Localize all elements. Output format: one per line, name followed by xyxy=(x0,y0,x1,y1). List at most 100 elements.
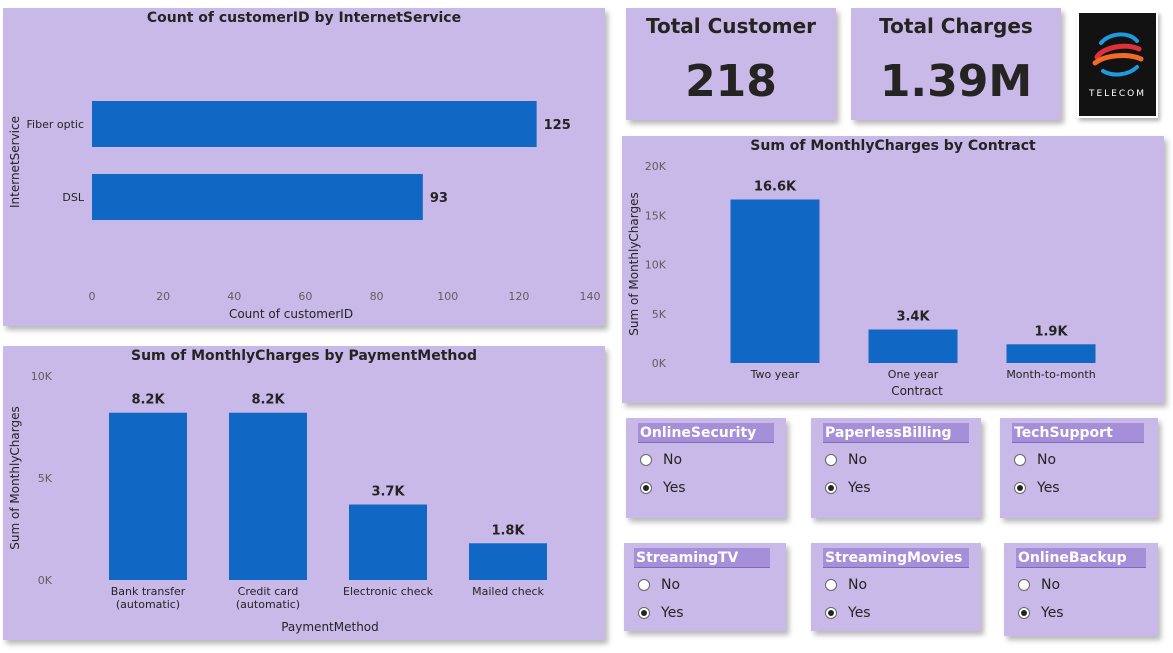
slicer-streaming-movies: StreamingMovies No Yes xyxy=(811,543,981,631)
category-label: Bank transfer xyxy=(111,585,186,598)
telecom-logo: TELECOM xyxy=(1077,11,1158,118)
slicer-tech-support: TechSupport No Yes xyxy=(1000,418,1158,518)
x-tick-label: 60 xyxy=(298,290,312,303)
radio-button[interactable] xyxy=(825,579,837,591)
option-label: Yes xyxy=(848,480,871,496)
bar xyxy=(1006,344,1096,363)
data-label: 8.2K xyxy=(131,393,165,408)
y-tick-label: 15K xyxy=(645,209,667,222)
data-label: 1.9K xyxy=(1034,324,1068,339)
slicer-option-yes[interactable]: Yes xyxy=(1018,603,1064,623)
telecom-swirl-icon xyxy=(1092,32,1144,77)
slicer-option-yes[interactable]: Yes xyxy=(638,603,684,623)
slicer-option-no[interactable]: No xyxy=(825,575,867,595)
slicer-option-no[interactable]: No xyxy=(1014,450,1056,470)
radio-button[interactable] xyxy=(1014,454,1026,466)
kpi-value: 1.39M xyxy=(879,56,1033,107)
payment-method-chart: Sum of MonthlyCharges by PaymentMethod 8… xyxy=(3,346,605,640)
data-label: 93 xyxy=(430,191,448,206)
x-tick-label: 0 xyxy=(89,290,96,303)
radio-button-selected[interactable] xyxy=(638,607,650,619)
bar xyxy=(229,412,307,580)
option-label: Yes xyxy=(1037,480,1060,496)
x-tick-label: 20 xyxy=(156,290,170,303)
slicer-title: TechSupport xyxy=(1012,423,1144,443)
kpi-value: 218 xyxy=(685,56,777,107)
internet-service-plot: 125 Fiber optic 93 DSL 0 20 40 60 80 100 120 140 Cou… xyxy=(8,101,601,321)
y-axis-title: Sum of MonthlyCharges xyxy=(8,406,22,549)
y-axis-title: InternetService xyxy=(8,116,22,208)
option-label: No xyxy=(848,452,868,468)
radio-button[interactable] xyxy=(1018,579,1030,591)
radio-button[interactable] xyxy=(638,579,650,591)
y-tick-label: 10K xyxy=(645,259,667,272)
option-label: No xyxy=(1041,577,1061,593)
slicer-option-yes[interactable]: Yes xyxy=(825,603,871,623)
total-charges-card: Total Charges 1.39M xyxy=(851,8,1061,120)
y-tick-label: 10K xyxy=(31,370,53,383)
bar xyxy=(109,412,187,580)
x-axis-title: PaymentMethod xyxy=(281,620,379,634)
radio-button-selected[interactable] xyxy=(825,482,837,494)
category-label: Electronic check xyxy=(343,585,434,598)
radio-button[interactable] xyxy=(825,454,837,466)
slicer-title: PaperlessBilling xyxy=(823,423,969,443)
radio-button[interactable] xyxy=(640,454,652,466)
slicer-online-backup: OnlineBackup No Yes xyxy=(1004,543,1158,636)
bar xyxy=(868,329,958,363)
bar xyxy=(92,101,537,147)
slicer-option-no[interactable]: No xyxy=(640,450,682,470)
option-label: No xyxy=(663,452,683,468)
option-label: Yes xyxy=(848,605,871,621)
x-tick-label: 120 xyxy=(508,290,529,303)
bar xyxy=(92,174,423,220)
category-label: Two year xyxy=(750,368,800,381)
slicer-option-no[interactable]: No xyxy=(1018,575,1060,595)
bar xyxy=(730,199,820,363)
kpi-label: Total Charges xyxy=(879,14,1033,38)
x-axis-title: Count of customerID xyxy=(229,307,353,321)
category-label: (automatic) xyxy=(236,598,300,611)
slicer-paperless-billing: PaperlessBilling No Yes xyxy=(811,418,981,518)
option-label: No xyxy=(1037,452,1057,468)
chart-title: Count of customerID by InternetService xyxy=(146,10,462,26)
radio-button-selected[interactable] xyxy=(1018,607,1030,619)
category-label: Mailed check xyxy=(472,585,544,598)
slicer-option-yes[interactable]: Yes xyxy=(1014,478,1060,498)
slicer-title: OnlineSecurity xyxy=(638,423,774,443)
y-tick-label: 5K xyxy=(652,308,667,321)
option-label: Yes xyxy=(1041,605,1064,621)
slicer-streaming-tv: StreamingTV No Yes xyxy=(624,543,786,631)
radio-button-selected[interactable] xyxy=(1014,482,1026,494)
y-tick-label: 5K xyxy=(38,472,53,485)
category-label: Fiber optic xyxy=(27,118,84,131)
internet-service-chart: Count of customerID by InternetService 1… xyxy=(3,8,605,326)
chart-title: Sum of MonthlyCharges by PaymentMethod xyxy=(130,348,478,364)
slicer-option-yes[interactable]: Yes xyxy=(825,478,871,498)
total-customer-card: Total Customer 218 xyxy=(626,8,836,120)
slicer-title: StreamingTV xyxy=(634,548,770,568)
contract-plot: 16.6K Two year 3.4K One year 1.9K Month-to-mo… xyxy=(627,160,1096,398)
option-label: Yes xyxy=(663,480,686,496)
x-tick-label: 100 xyxy=(437,290,458,303)
category-label: Credit card xyxy=(238,585,299,598)
option-label: Yes xyxy=(661,605,684,621)
slicer-title: OnlineBackup xyxy=(1016,548,1146,568)
x-tick-label: 80 xyxy=(370,290,384,303)
y-tick-label: 0K xyxy=(38,574,53,587)
x-axis-title: Contract xyxy=(891,384,943,398)
radio-button-selected[interactable] xyxy=(640,482,652,494)
slicer-option-no[interactable]: No xyxy=(825,450,867,470)
contract-chart: Sum of MonthlyCharges by Contract 16.6K T… xyxy=(622,136,1164,403)
category-label: One year xyxy=(888,368,939,381)
radio-button-selected[interactable] xyxy=(825,607,837,619)
slicer-online-security: OnlineSecurity No Yes xyxy=(626,418,786,518)
y-axis-title: Sum of MonthlyCharges xyxy=(627,192,641,335)
slicer-option-no[interactable]: No xyxy=(638,575,680,595)
data-label: 3.7K xyxy=(371,485,405,500)
bar xyxy=(349,504,427,580)
slicer-option-yes[interactable]: Yes xyxy=(640,478,686,498)
y-tick-label: 20K xyxy=(645,160,667,173)
kpi-label: Total Customer xyxy=(646,14,816,38)
